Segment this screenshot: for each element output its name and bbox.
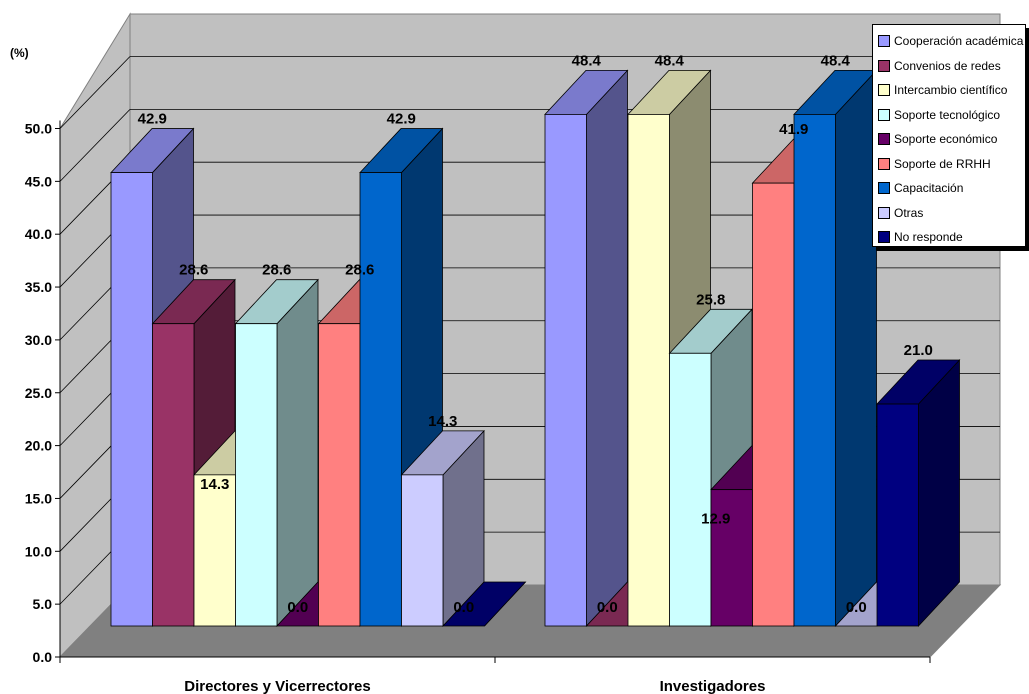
- legend-label: Soporte económico: [894, 132, 998, 147]
- data-label: 14.3: [200, 476, 229, 493]
- bar-side: [918, 359, 960, 628]
- x-category-label: Investigadores: [660, 678, 766, 694]
- bar-front: [318, 323, 361, 627]
- bar-front: [359, 172, 402, 627]
- legend-swatch: [878, 108, 890, 121]
- legend-swatch: [878, 84, 890, 97]
- y-tick-label: 50.0: [25, 121, 52, 137]
- x-category-label: Directores y Vicerrectores: [184, 678, 371, 694]
- bar: [234, 278, 319, 628]
- y-tick-label: 15.0: [25, 490, 52, 506]
- y-tick-label: 10.0: [25, 543, 52, 559]
- bar: [544, 69, 629, 628]
- legend-label: No responde: [894, 230, 963, 245]
- bar-front: [401, 474, 444, 627]
- data-label: 48.4: [572, 52, 602, 69]
- bar: [793, 69, 878, 628]
- legend-item: Soporte económico: [878, 127, 1025, 152]
- data-label: 42.9: [387, 111, 416, 128]
- bar-side: [835, 69, 877, 628]
- bar-top: [442, 581, 527, 627]
- y-tick-label: 5.0: [33, 596, 53, 612]
- legend-item: Intercambio científico: [878, 78, 1025, 103]
- legend-label: Capacitación: [894, 181, 964, 196]
- bar: [400, 429, 485, 628]
- bar-front: [110, 172, 153, 627]
- legend-item: No responde: [878, 225, 1025, 246]
- data-label: 0.0: [453, 599, 474, 616]
- legend-item: Capacitación: [878, 176, 1025, 201]
- data-labels: 42.9 48.4 28.6 0.0 14.3 48.4 28.6 25.8 0.0 12.9 28…: [138, 52, 933, 616]
- legend-swatch: [878, 157, 890, 170]
- data-label: 0.0: [597, 599, 618, 616]
- legend-label: Intercambio científico: [894, 83, 1008, 98]
- legend-swatch: [878, 35, 890, 48]
- data-label: 41.9: [779, 121, 808, 138]
- legend-swatch: [878, 133, 890, 146]
- bar-front: [876, 403, 919, 627]
- y-tick-label: 0.0: [33, 649, 53, 665]
- legend-swatch: [878, 59, 890, 72]
- data-label: 12.9: [701, 511, 730, 528]
- y-tick-label: 30.0: [25, 332, 52, 348]
- y-tick-label: 45.0: [25, 173, 52, 189]
- gridline-side: [59, 56, 131, 129]
- legend-label: Cooperación académica: [894, 34, 1024, 49]
- legend-label: Convenios de redes: [894, 58, 1001, 73]
- legend-item: Convenios de redes: [878, 54, 1025, 79]
- bar-side: [276, 278, 319, 628]
- gridline-side: [59, 109, 131, 182]
- data-label: 48.4: [821, 52, 851, 69]
- data-label: 28.6: [345, 262, 374, 279]
- y-tick-label: 20.0: [25, 438, 52, 454]
- data-label: 28.6: [262, 262, 291, 279]
- y-tick-label: 35.0: [25, 279, 52, 295]
- bar-front: [152, 323, 195, 627]
- data-label: 21.0: [904, 342, 933, 359]
- legend-label: Soporte tecnológico: [894, 107, 1001, 122]
- legend-swatch: [878, 231, 890, 244]
- data-label: 48.4: [655, 52, 685, 69]
- data-label: 14.3: [428, 413, 457, 430]
- bar: [876, 359, 961, 628]
- legend: Cooperación académica Convenios de redes I…: [872, 24, 1026, 247]
- legend-swatch: [878, 206, 890, 219]
- bar-front: [752, 182, 795, 627]
- data-label: 42.9: [138, 111, 167, 128]
- bar-front: [669, 352, 712, 627]
- bar: [442, 581, 527, 627]
- legend-item: Soporte tecnológico: [878, 103, 1025, 128]
- bars: [110, 69, 961, 628]
- unit-label: (%): [10, 46, 29, 60]
- bar-front: [235, 323, 278, 627]
- data-label: 0.0: [846, 599, 867, 616]
- legend-item: Soporte de RRHH: [878, 152, 1025, 177]
- data-label: 25.8: [696, 291, 725, 308]
- legend-swatch: [878, 182, 890, 195]
- legend-item: Otras: [878, 201, 1025, 226]
- bar-front: [710, 489, 753, 627]
- y-tick-label: 40.0: [25, 226, 52, 242]
- data-label: 28.6: [179, 262, 208, 279]
- legend-item: Cooperación académica: [878, 29, 1025, 54]
- bar-front: [193, 474, 236, 627]
- y-tick-label: 25.0: [25, 385, 52, 401]
- x-axis: Directores y Vicerrectores Investigadores: [59, 656, 931, 694]
- data-label: 0.0: [287, 599, 308, 616]
- bar-front: [793, 114, 836, 627]
- legend-label: Soporte de RRHH: [894, 156, 991, 171]
- bar-front: [627, 114, 670, 627]
- legend-label: Otras: [894, 205, 924, 220]
- bar-front: [544, 114, 587, 627]
- bar-side: [586, 69, 628, 628]
